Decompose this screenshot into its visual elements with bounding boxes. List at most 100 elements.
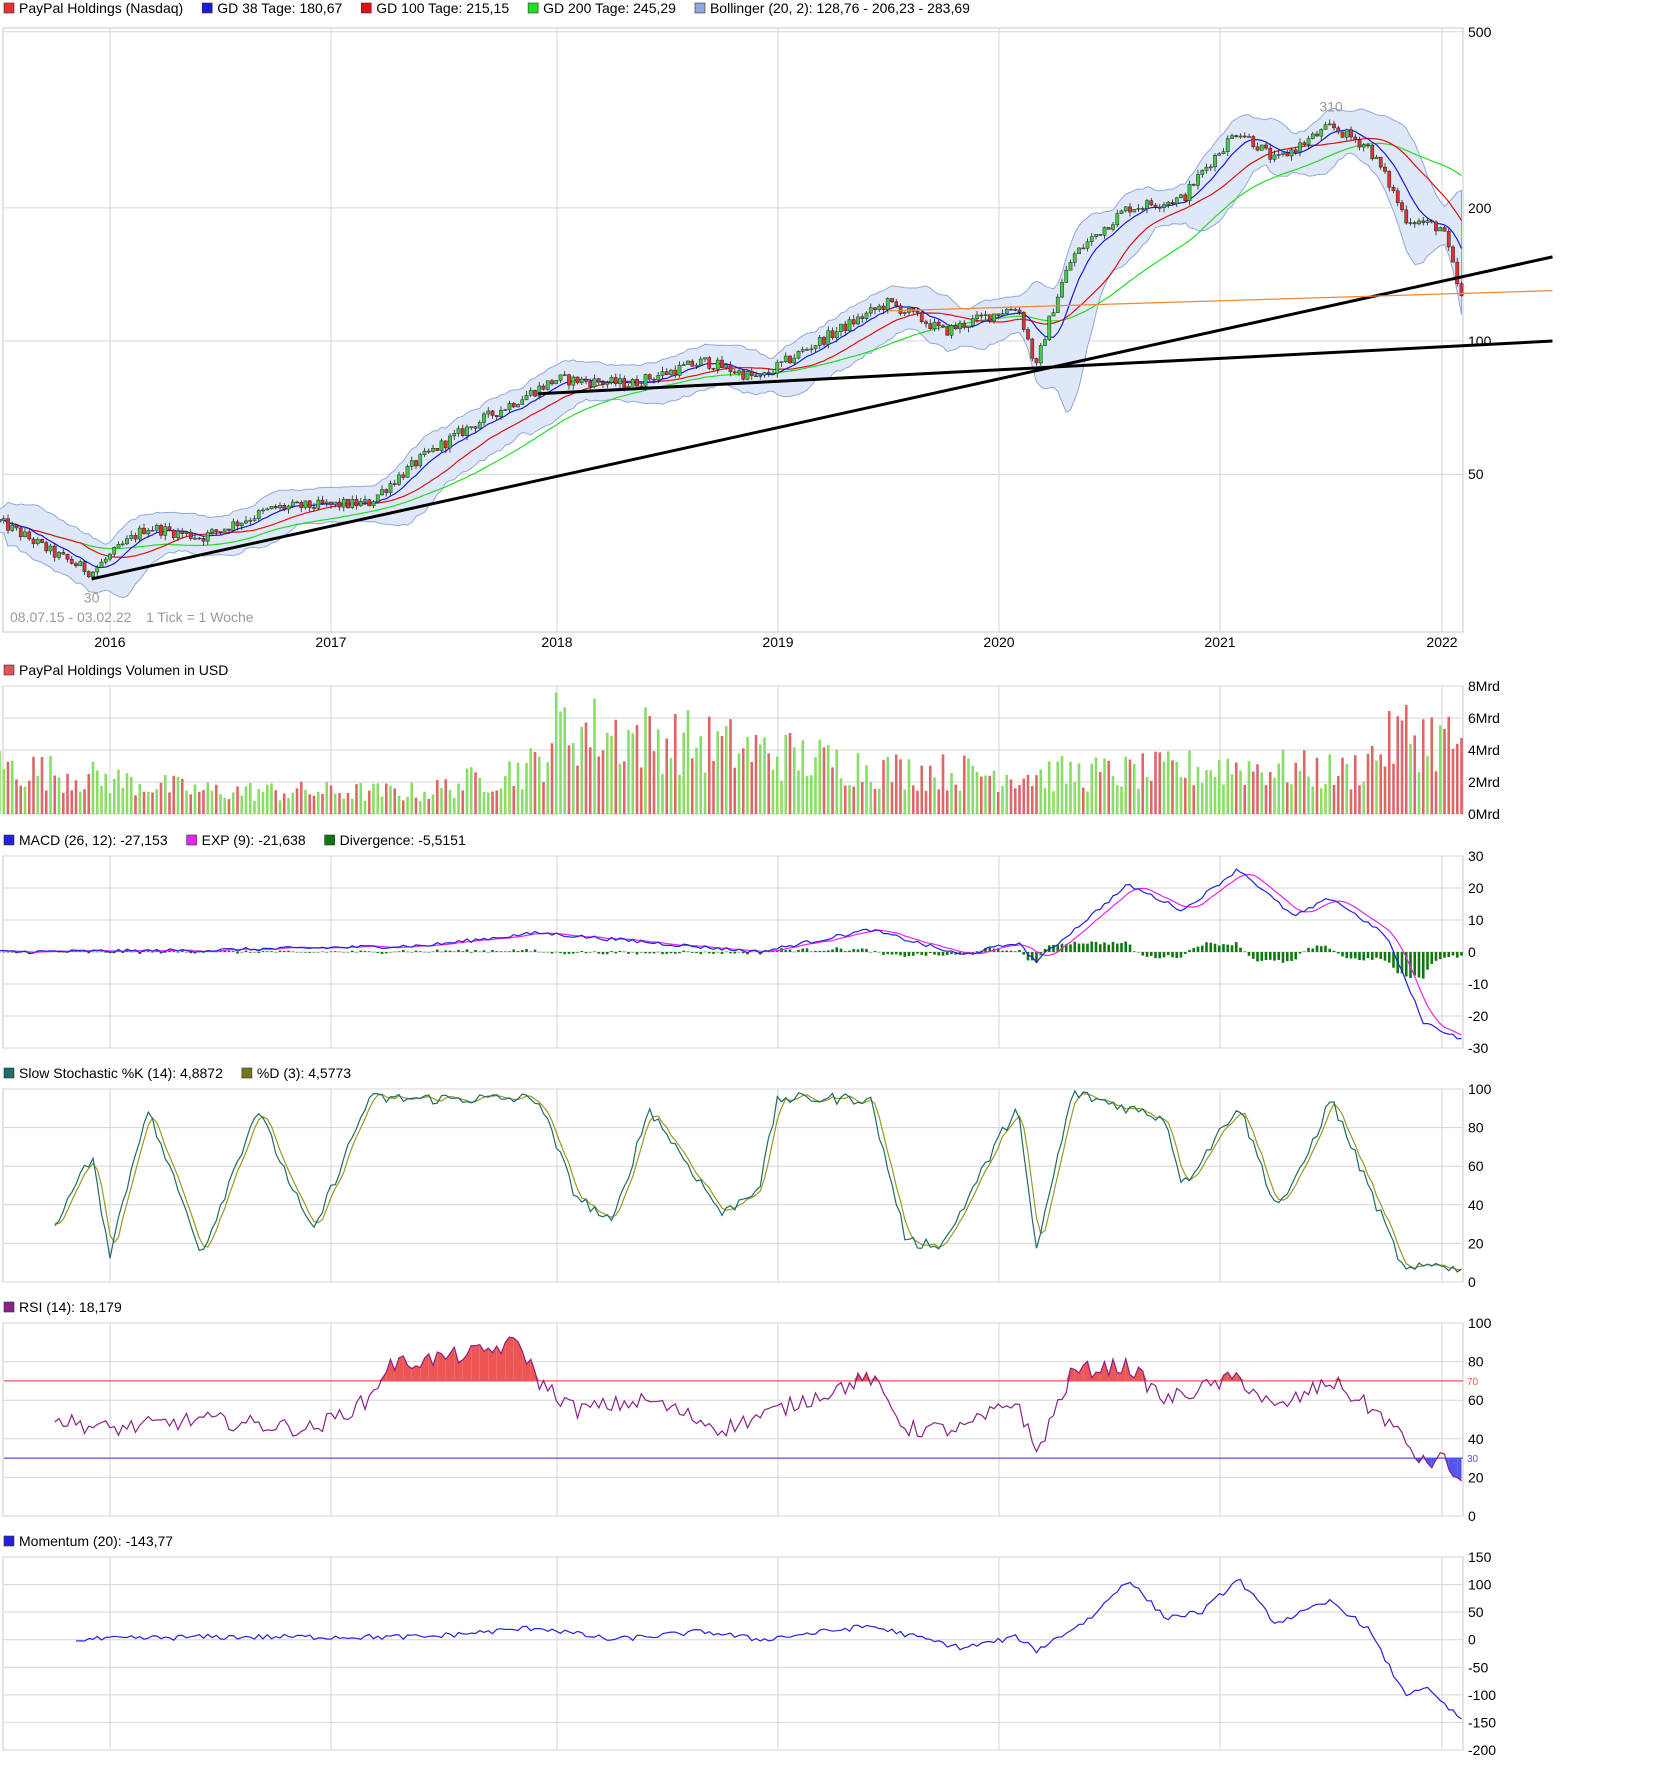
candle [1277,154,1280,155]
candle [1192,184,1195,185]
candle [1349,130,1352,137]
volume-bar [117,770,120,814]
volume-bar [66,774,69,814]
volume-bar [1435,771,1438,814]
volume-bar [147,792,150,814]
candle [1371,145,1374,159]
divergence-bar [385,952,388,953]
divergence-bar [279,951,282,952]
candle [28,532,31,539]
volume-bar [623,761,626,814]
volume-bar [1311,786,1314,814]
price-legend-label: GD 200 Tage: 245,29 [543,0,676,16]
volume-bar [1439,725,1442,814]
candle [550,381,553,384]
candle [1179,195,1182,198]
volume-legend-swatch [4,665,14,675]
divergence-bar [393,952,396,953]
volume-bar [283,793,286,814]
divergence-bar [334,951,337,952]
candle [108,554,111,559]
volume-bar [376,783,379,814]
stoch-ytick: 80 [1468,1120,1484,1136]
candle [427,451,430,452]
volume-bar [1401,720,1404,814]
divergence-bar [865,949,868,952]
volume-bar [364,801,367,814]
volume-bar [308,794,311,814]
candle [1141,208,1144,209]
volume-bar [1388,711,1391,814]
volume-bar [818,740,821,814]
candle [1090,237,1093,242]
candle [1065,270,1068,282]
volume-bar [1048,761,1051,814]
candle [1422,221,1425,223]
volume-bar [831,767,834,814]
candle [1430,221,1433,222]
volume-bar [398,796,401,814]
divergence-bar [1201,946,1204,952]
candle [261,510,264,511]
volume-bar [266,785,269,814]
candle [1298,143,1301,152]
stoch-legend-swatch [242,1068,252,1078]
divergence-bar [517,951,520,952]
momentum-ytick: 50 [1468,1604,1484,1620]
candle [593,379,596,387]
candle [253,519,256,521]
volume-bar [1443,729,1446,814]
candle [189,532,192,538]
candle [210,530,213,533]
price-legend-label: Bollinger (20, 2): 128,76 - 206,23 - 283… [710,0,970,16]
candle [1439,228,1442,231]
divergence-bar [840,949,843,952]
candle [555,380,558,383]
volume-bar [317,792,320,814]
stoch-legend-swatch [4,1068,14,1078]
volume-bar [70,790,73,814]
volume-bar [602,750,605,814]
volume-bar [606,733,609,814]
macd-ytick: 10 [1468,912,1484,928]
divergence-bar [657,952,660,953]
rsi-overbought-fill [1096,1372,1100,1381]
divergence-bar [1069,944,1072,952]
candle [1375,157,1378,159]
divergence-bar [100,951,103,952]
candle [533,390,536,396]
divergence-bar [389,952,392,953]
candle [62,552,65,554]
volume-bar [453,798,456,814]
candle [958,323,961,329]
divergence-bar [801,949,804,952]
volume-bar [1320,788,1323,814]
volume-bar [436,780,439,814]
divergence-bar [406,952,409,953]
volume-bar [1197,767,1200,814]
candle [873,308,876,310]
divergence-bar [636,952,639,955]
divergence-bar [555,952,558,953]
volume-bar [1409,744,1412,814]
volume-bar [1413,735,1416,814]
volume-ytick: 6Mrd [1468,710,1500,726]
candle [1218,154,1221,156]
divergence-bar [508,951,511,952]
rsi-overbought-fill [1071,1368,1075,1381]
volume-bar [194,784,197,814]
volume-bar [738,753,741,814]
candle [329,502,332,504]
stoch-ytick: 0 [1468,1274,1476,1290]
divergence-bar [648,952,651,953]
divergence-bar [1303,951,1306,952]
candle [1417,221,1420,224]
candle [125,539,128,544]
candle [414,461,417,466]
candle [890,298,893,301]
volume-bar [963,756,966,814]
divergence-bar [678,952,681,953]
volume-bar [1299,771,1302,814]
volume-bar [665,738,668,814]
volume-bar [368,791,371,814]
